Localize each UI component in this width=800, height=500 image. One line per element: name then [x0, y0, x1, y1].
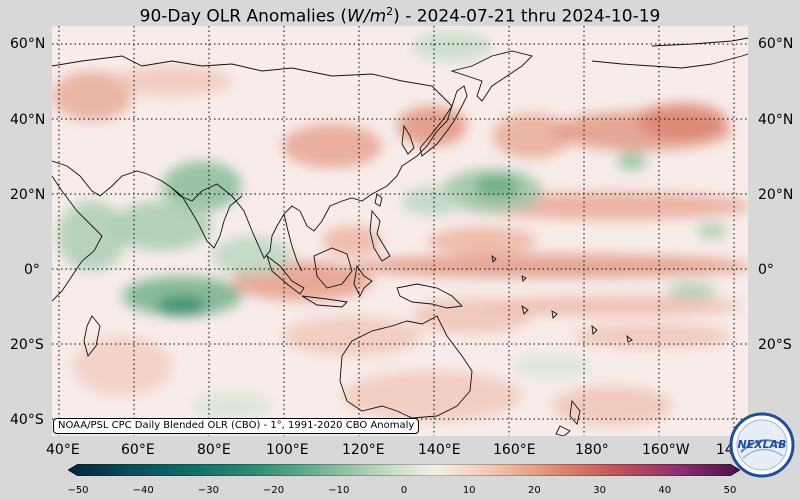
colorbar-tick-label: 40 — [658, 485, 672, 496]
lon-label-160e: 160°E — [493, 442, 536, 458]
colorbar-tick-label: 50 — [723, 485, 737, 496]
colorbar-bar — [68, 464, 740, 476]
colorbar-tick-label: 30 — [593, 485, 606, 496]
lat-label-20n-left: 20°N — [10, 187, 46, 203]
lat-label-40s-left: 40°S — [10, 412, 44, 428]
colorbar-tick-label: −30 — [197, 485, 219, 496]
lat-label-60n-right: 60°N — [758, 36, 794, 52]
lat-label-20n-right: 20°N — [758, 187, 794, 203]
map-title: 90-Day OLR Anomalies (W/m2) - 2024-07-21… — [139, 5, 661, 27]
anomaly-field — [52, 26, 748, 436]
lon-label-100e: 100°E — [266, 442, 309, 458]
logo-text: NEXLAB — [737, 438, 786, 451]
colorbar-tick-label: −50 — [67, 485, 89, 496]
colorbar-tick-label: 10 — [462, 485, 476, 496]
lat-label-40n-left: 40°N — [10, 112, 46, 128]
lat-label-60n-left: 60°N — [10, 36, 46, 52]
lon-label-140e: 140°E — [418, 442, 461, 458]
lon-label-40e: 40°E — [46, 442, 80, 458]
lon-label-80e: 80°E — [197, 442, 231, 458]
nexlab-logo: NEXLAB — [729, 412, 795, 478]
lon-label-120e: 120°E — [342, 442, 385, 458]
anomaly-patches — [52, 31, 748, 426]
graticule — [52, 26, 748, 436]
coastlines — [52, 37, 748, 436]
lon-label-160w: 160°W — [642, 442, 690, 458]
colorbar-tick-label: 20 — [528, 485, 541, 496]
lat-label-eq-right: 0° — [758, 262, 774, 278]
colorbar-tick-label: −40 — [132, 485, 154, 496]
lat-label-40n-right: 40°N — [758, 112, 794, 128]
lon-label-180: 180° — [575, 442, 609, 458]
colorbar-tick-label: −10 — [328, 485, 350, 496]
lat-label-20s-right: 20°S — [758, 337, 792, 353]
lon-label-60e: 60°E — [121, 442, 155, 458]
olr-anomaly-map — [52, 26, 748, 436]
lon-label-140w-partial: 14 — [716, 442, 734, 458]
colorbar — [68, 464, 740, 476]
lat-label-20s-left: 20°S — [10, 337, 44, 353]
colorbar-tick-label: −20 — [263, 485, 285, 496]
colorbar-tick-label: 0 — [400, 485, 408, 496]
data-source-note: NOAA/PSL CPC Daily Blended OLR (CBO) - 1… — [53, 418, 420, 434]
lat-label-eq-left: 0° — [24, 262, 40, 278]
